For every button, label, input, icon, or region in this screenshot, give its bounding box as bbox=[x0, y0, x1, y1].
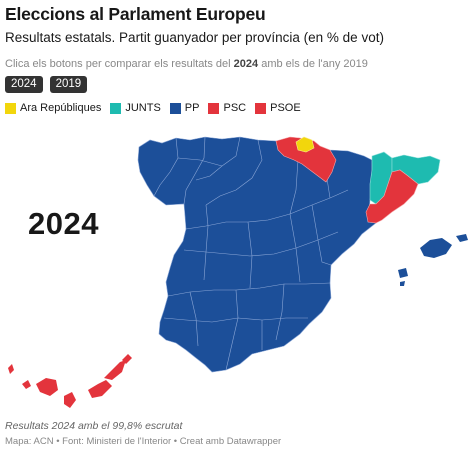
hint-prefix: Clica els botons per comparar els result… bbox=[5, 58, 231, 70]
year-button-2024[interactable]: 2024 bbox=[5, 76, 43, 93]
selected-year-label: 2024 bbox=[28, 206, 99, 241]
chart-title: Eleccions al Parlament Europeu bbox=[5, 4, 266, 24]
source-credit: Mapa: ACN • Font: Ministeri de l'Interio… bbox=[5, 436, 282, 447]
legend-swatch bbox=[110, 102, 122, 114]
instructions: Clica els botons per comparar els result… bbox=[5, 58, 368, 70]
hint-year: 2024 bbox=[233, 58, 259, 70]
legend-swatch bbox=[169, 102, 181, 114]
legend: Ara Repúbliques JUNTS PP PSC PSOE bbox=[5, 102, 301, 114]
chart-subtitle: Resultats estatals. Partit guanyador per… bbox=[5, 30, 384, 45]
legend-item-psc: PSC bbox=[208, 102, 246, 114]
canary-islands[interactable] bbox=[8, 354, 132, 408]
balearic-menorca[interactable] bbox=[456, 234, 468, 242]
legend-item-psoe: PSOE bbox=[255, 102, 301, 114]
peninsula-pp[interactable] bbox=[137, 136, 377, 373]
legend-swatch bbox=[5, 102, 16, 114]
legend-item-pp: PP bbox=[169, 102, 200, 114]
balearic-ibiza[interactable] bbox=[398, 268, 408, 278]
legend-item-ara-republiques: Ara Repúbliques bbox=[5, 102, 101, 114]
legend-label: PP bbox=[184, 102, 200, 114]
balearic-formentera[interactable] bbox=[400, 281, 405, 286]
legend-label: JUNTS bbox=[125, 102, 161, 114]
legend-label: Ara Repúbliques bbox=[20, 102, 102, 114]
year-toggle: 2024 2019 bbox=[5, 76, 88, 93]
year-button-2019[interactable]: 2019 bbox=[49, 76, 88, 93]
province-ara-republiques[interactable] bbox=[295, 136, 315, 153]
legend-label: PSOE bbox=[270, 102, 301, 114]
legend-swatch bbox=[255, 102, 267, 114]
balearic-mallorca[interactable] bbox=[420, 238, 452, 258]
province-psc-catalonia[interactable] bbox=[365, 169, 419, 224]
spain-province-map bbox=[8, 136, 468, 408]
legend-item-junts: JUNTS bbox=[110, 102, 161, 114]
legend-swatch bbox=[208, 102, 220, 114]
footnote: Resultats 2024 amb el 99,8% escrutat bbox=[5, 420, 183, 432]
hint-suffix: amb els de l'any 2019 bbox=[261, 58, 368, 70]
legend-label: PSC bbox=[223, 102, 247, 114]
